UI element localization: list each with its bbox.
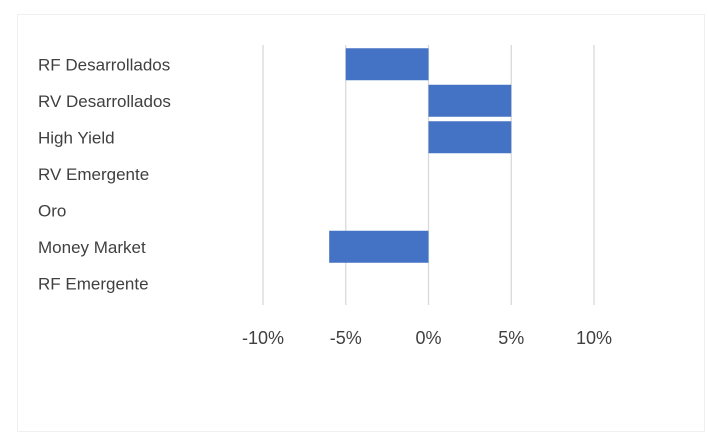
x-tick-label: -10% (242, 328, 284, 348)
bar-0 (345, 48, 429, 81)
bars (329, 48, 512, 263)
category-label: Oro (38, 201, 66, 220)
tick-labels: -10% -5% 0% 5% 10% (242, 328, 612, 348)
gridlines (262, 45, 595, 305)
x-tick-label: 5% (498, 328, 524, 348)
x-tick-label: 10% (576, 328, 612, 348)
category-label: RF Emergente (38, 274, 149, 293)
chart-frame (17, 14, 705, 432)
category-label: High Yield (38, 128, 115, 147)
category-label: Money Market (38, 238, 146, 257)
bar-1 (428, 84, 512, 117)
category-labels: RF Desarrollados RV Desarrollados High Yie… (38, 55, 171, 293)
category-label: RV Desarrollados (38, 92, 171, 111)
category-label: RF Desarrollados (38, 55, 170, 74)
bar-5 (329, 230, 429, 263)
x-tick-label: 0% (415, 328, 441, 348)
category-label: RV Emergente (38, 165, 149, 184)
bar-2 (428, 121, 512, 154)
x-tick-label: -5% (330, 328, 362, 348)
